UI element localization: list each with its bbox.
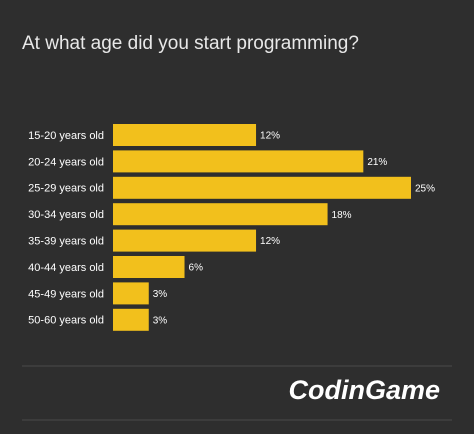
y-tick-label: 25-29 years old (28, 183, 104, 195)
y-tick-label: 35-39 years old (28, 236, 104, 248)
logo: CodinGame (288, 375, 440, 405)
y-tick-label: 30-34 years old (28, 209, 104, 221)
bar (113, 203, 328, 226)
value-label: 3% (153, 289, 168, 300)
value-label: 12% (260, 236, 280, 247)
value-label: 25% (415, 183, 435, 194)
value-label: 3% (153, 315, 168, 326)
y-tick-label: 50-60 years old (28, 315, 104, 327)
y-tick-label: 15-20 years old (28, 130, 104, 142)
bar (113, 282, 149, 305)
y-tick-label: 45-49 years old (28, 288, 104, 300)
y-tick-label: 40-44 years old (28, 262, 104, 274)
bar (113, 229, 257, 252)
value-label: 6% (189, 263, 204, 274)
y-tick-label: 20-24 years old (28, 156, 104, 168)
value-label: 12% (260, 131, 280, 142)
chart-title: At what age did you start programming? (22, 33, 359, 54)
bar (113, 308, 149, 331)
bar (113, 176, 411, 199)
bar (113, 150, 364, 173)
value-label: 18% (332, 210, 352, 221)
bar (113, 256, 185, 278)
value-label: 21% (367, 157, 387, 168)
bar (113, 124, 257, 146)
